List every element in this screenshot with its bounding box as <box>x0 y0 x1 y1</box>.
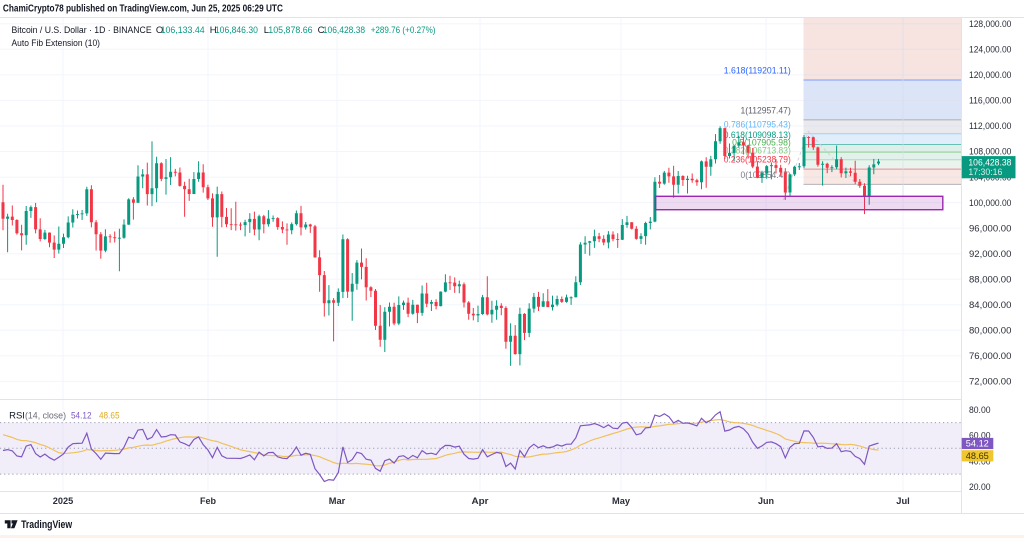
svg-text:Jun: Jun <box>758 496 774 507</box>
svg-text:+289.76 (+0.27%): +289.76 (+0.27%) <box>371 25 436 36</box>
svg-text:Mar: Mar <box>329 496 346 507</box>
svg-text:106,428.38: 106,428.38 <box>968 158 1011 168</box>
svg-text:0(102854.47): 0(102854.47) <box>741 170 791 180</box>
svg-text:124,000.00: 124,000.00 <box>969 45 1011 55</box>
svg-text:54.12: 54.12 <box>966 439 989 449</box>
svg-text:(14, close): (14, close) <box>25 411 66 422</box>
svg-text:ChamiCrypto78 published on Tra: ChamiCrypto78 published on TradingView.c… <box>3 4 283 15</box>
svg-text:20.00: 20.00 <box>969 482 991 492</box>
svg-text:O: O <box>156 25 163 36</box>
svg-text:Bitcoin / U.S. Dollar · 1D · B: Bitcoin / U.S. Dollar · 1D · BINANCE <box>12 25 152 36</box>
svg-text:0.618(109098.13): 0.618(109098.13) <box>724 130 791 140</box>
svg-text:96,000.00: 96,000.00 <box>969 223 1011 233</box>
svg-text:106,846.30: 106,846.30 <box>215 25 258 36</box>
svg-text:76,000.00: 76,000.00 <box>969 351 1011 361</box>
svg-text:C: C <box>318 25 325 36</box>
svg-text:108,000.00: 108,000.00 <box>969 147 1011 157</box>
svg-text:0.786(110795.43): 0.786(110795.43) <box>724 119 791 129</box>
svg-text:54.12: 54.12 <box>71 411 92 422</box>
svg-text:0.5(107905.98): 0.5(107905.98) <box>732 138 791 148</box>
svg-text:2025: 2025 <box>53 496 74 507</box>
svg-text:Feb: Feb <box>200 496 216 507</box>
svg-text:Jul: Jul <box>896 496 910 507</box>
svg-text:0.236(105238.79): 0.236(105238.79) <box>724 155 791 165</box>
svg-text:128,000.00: 128,000.00 <box>969 19 1011 29</box>
svg-text:48.65: 48.65 <box>99 411 120 422</box>
svg-text:80,000.00: 80,000.00 <box>969 326 1011 336</box>
svg-text:120,000.00: 120,000.00 <box>969 70 1011 80</box>
svg-text:88,000.00: 88,000.00 <box>969 274 1011 284</box>
svg-text:116,000.00: 116,000.00 <box>969 96 1011 106</box>
svg-text:1.618(119201.11): 1.618(119201.11) <box>724 66 791 76</box>
svg-text:RSI: RSI <box>9 411 25 422</box>
svg-text:L: L <box>264 25 269 36</box>
svg-text:H: H <box>210 25 217 36</box>
svg-text:112,000.00: 112,000.00 <box>969 121 1011 131</box>
svg-text:TradingView: TradingView <box>21 519 72 531</box>
svg-text:May: May <box>612 496 631 507</box>
svg-text:1(112957.47): 1(112957.47) <box>741 106 791 116</box>
svg-text:84,000.00: 84,000.00 <box>969 300 1011 310</box>
svg-text:48.65: 48.65 <box>966 451 989 461</box>
svg-text:106,428.38: 106,428.38 <box>323 25 365 36</box>
svg-text:17:30:16: 17:30:16 <box>968 167 1002 177</box>
svg-text:100,000.00: 100,000.00 <box>969 198 1011 208</box>
svg-text:92,000.00: 92,000.00 <box>969 249 1011 259</box>
svg-text:106,133.44: 106,133.44 <box>161 25 205 36</box>
svg-text:0.382(106713.83): 0.382(106713.83) <box>724 145 791 155</box>
svg-text:105,878.66: 105,878.66 <box>268 25 312 36</box>
svg-text:Apr: Apr <box>472 496 489 507</box>
svg-text:80.00: 80.00 <box>969 405 991 415</box>
svg-text:60.00: 60.00 <box>969 431 991 441</box>
svg-text:Auto Fib Extension (10): Auto Fib Extension (10) <box>12 38 101 49</box>
svg-text:72,000.00: 72,000.00 <box>969 377 1011 387</box>
